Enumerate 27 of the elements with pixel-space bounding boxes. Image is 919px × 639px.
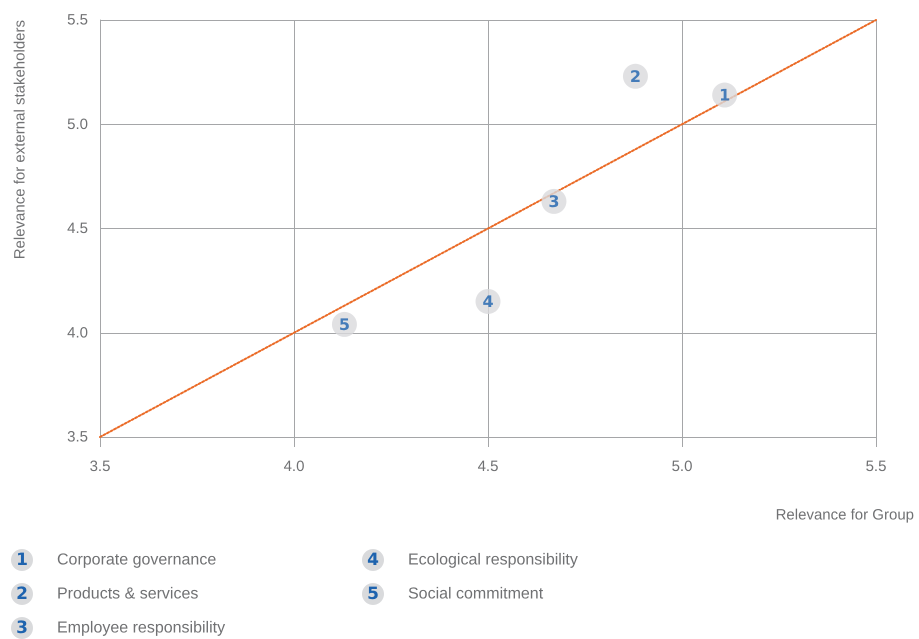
- legend-label: Social commitment: [408, 586, 544, 602]
- annotation: 2: [630, 66, 642, 86]
- x-tick-label: 4.5: [478, 458, 498, 475]
- y-tick-label: 3.5: [67, 428, 88, 446]
- annotation: 1: [719, 86, 730, 105]
- y-tick-label: 5.5: [67, 12, 88, 28]
- text: 1: [16, 550, 28, 570]
- legend-label: Products & services: [57, 586, 198, 602]
- text: 4: [367, 550, 379, 570]
- text: 3: [16, 618, 28, 638]
- annotation: 3: [548, 192, 560, 211]
- annotation: 5: [338, 314, 350, 334]
- text: 5: [367, 584, 379, 604]
- x-tick-label: 5.5: [866, 458, 886, 475]
- x-tick-label: 3.5: [90, 458, 110, 475]
- legend-label: Ecological responsibility: [408, 552, 578, 568]
- y-axis-title: Relevance for external stakeholders: [12, 20, 28, 260]
- x-tick-label: 5.0: [672, 458, 692, 475]
- y-tick-label: 4.0: [67, 324, 88, 342]
- text: 2: [16, 584, 28, 604]
- annotation: 4: [482, 292, 494, 311]
- legend-label: Corporate governance: [57, 552, 216, 568]
- y-tick-label: 4.5: [67, 220, 88, 237]
- legend-label: Employee responsibility: [57, 620, 226, 636]
- x-tick-label: 4.0: [284, 458, 304, 475]
- y-tick-label: 5.0: [67, 116, 88, 133]
- x-axis-title: Relevance for Group: [776, 506, 914, 524]
